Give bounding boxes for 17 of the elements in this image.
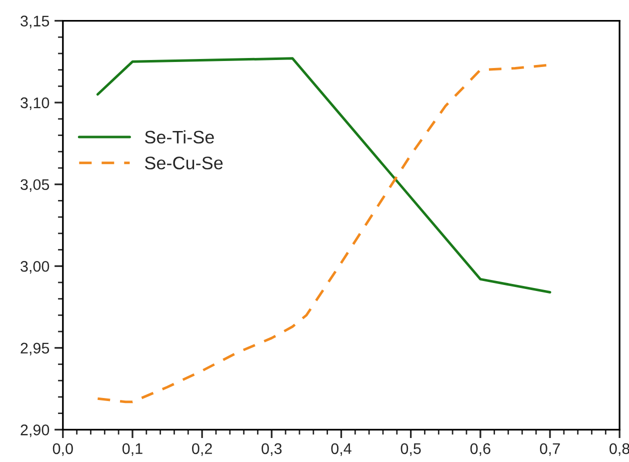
x-tick-label: 0,4 — [331, 443, 352, 456]
legend-label: Se-Cu-Se — [144, 156, 223, 170]
x-tick-label: 0,3 — [262, 443, 282, 456]
x-tick-label: 0,2 — [192, 443, 212, 456]
x-tick-label: 0,0 — [52, 443, 73, 456]
legend-label: Se-Ti-Se — [144, 130, 214, 144]
y-tick-label: 3,15 — [20, 16, 50, 28]
line-series — [96, 57, 552, 294]
y-tick-label: 3,05 — [20, 179, 50, 192]
x-tick-label: 0,7 — [540, 443, 560, 456]
x-tick-label: 0,1 — [122, 443, 142, 456]
y-tick-label: 3,00 — [20, 260, 50, 274]
x-tick-label: 0,5 — [400, 443, 421, 456]
y-tick-label: 2,95 — [20, 342, 50, 356]
y-tick-label: 2,90 — [20, 424, 50, 438]
x-tick-label: 0,6 — [470, 443, 490, 456]
y-tick-label: 3,10 — [20, 97, 50, 110]
